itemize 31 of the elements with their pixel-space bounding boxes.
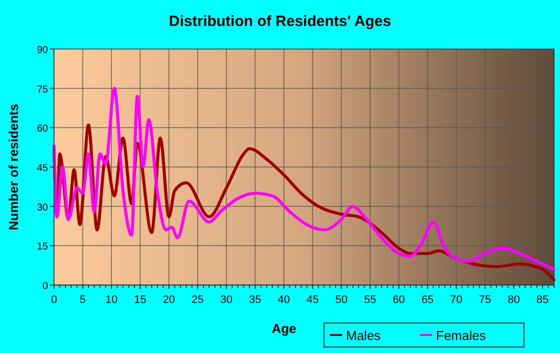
chart-title: Distribution of Residents' Ages <box>168 13 392 30</box>
x-tick-label: 45 <box>306 294 319 306</box>
x-tick-label: 60 <box>392 294 405 306</box>
x-tick-label: 40 <box>278 294 290 306</box>
y-tick-label: 15 <box>36 242 48 253</box>
x-tick-label: 85 <box>536 294 549 306</box>
x-tick-label: 70 <box>450 294 462 306</box>
line-series <box>52 86 556 271</box>
y-axis-title: Number of residents <box>6 104 21 230</box>
x-tick-label: 80 <box>508 294 520 306</box>
x-tick-label: 55 <box>364 294 376 306</box>
y-tick-label: 90 <box>36 45 48 56</box>
x-tick-label: 35 <box>249 294 262 306</box>
x-tick-label: 0 <box>50 294 58 306</box>
x-tick-label: 50 <box>335 294 348 306</box>
x-tick-label: 65 <box>421 294 434 306</box>
legend-label: Males <box>346 328 382 343</box>
legend-label: Females <box>436 328 486 343</box>
x-tick-label: 15 <box>134 294 146 306</box>
y-tick-label: 75 <box>36 84 48 96</box>
x-tick-label: 25 <box>192 294 204 306</box>
y-tick-label: 30 <box>36 202 48 214</box>
y-tick-label: 60 <box>36 124 48 135</box>
x-tick-label: 5 <box>80 294 86 306</box>
x-tick-label: 30 <box>220 294 233 306</box>
x-axis-title: Age <box>272 321 296 336</box>
x-tick-label: 75 <box>478 294 492 306</box>
x-tick-label: 20 <box>162 294 176 306</box>
y-tick-label: 45 <box>36 163 48 174</box>
y-tick-label: 0 <box>42 281 48 292</box>
x-tick-label: 10 <box>105 294 118 306</box>
